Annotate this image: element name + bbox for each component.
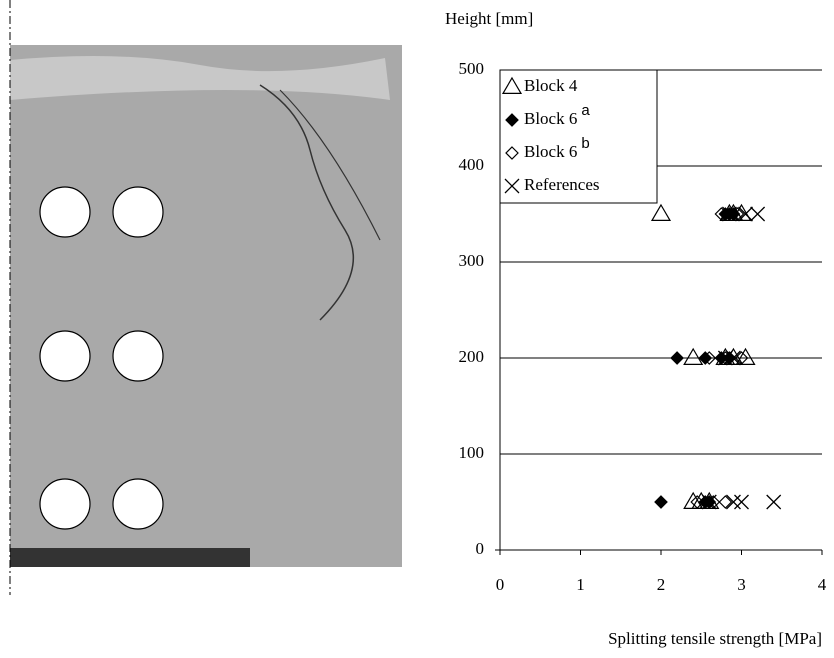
marker-diamond [730, 207, 745, 221]
marker-diamond [734, 351, 749, 365]
legend-label: Block 6 [524, 109, 577, 128]
marker-diamond [718, 495, 733, 509]
x-tick-label: 2 [657, 575, 666, 594]
marker-x [725, 494, 741, 510]
series [690, 207, 749, 509]
marker-x [717, 350, 733, 366]
legend-note: b [581, 135, 589, 152]
legend-label: References [524, 175, 600, 194]
photo-base [10, 548, 250, 567]
hole [112, 330, 164, 382]
marker-diamond [505, 113, 519, 127]
crack [259, 84, 355, 321]
marker-diamond [718, 351, 733, 365]
marker-triangle [501, 76, 523, 94]
marker-diamond [690, 495, 705, 509]
marker-diamond [505, 146, 519, 160]
crack [279, 89, 381, 241]
y-tick-label: 400 [459, 155, 485, 174]
marker-diamond [654, 495, 668, 509]
hole [39, 330, 91, 382]
marker-diamond [698, 351, 713, 365]
marker-diamond [726, 207, 741, 221]
marker-x [734, 494, 749, 510]
marker-triangle [683, 347, 704, 365]
y-axis-label: Height [mm] [445, 9, 533, 28]
legend-label: Block 6 [524, 142, 577, 161]
hole-markers [39, 186, 164, 530]
y-tick-label: 0 [476, 539, 485, 558]
marker-x [738, 206, 753, 222]
y-tick-label: 200 [459, 347, 485, 366]
marker-diamond [714, 207, 729, 221]
marker-triangle [735, 347, 756, 365]
hole [112, 186, 164, 238]
y-tick-label: 300 [459, 251, 485, 270]
x-axis-label: Splitting tensile strength [MPa] [608, 629, 822, 648]
marker-diamond [722, 351, 737, 365]
specimen-photo [9, 0, 402, 595]
x-tick-label: 0 [496, 575, 505, 594]
x-tick-label: 3 [737, 575, 746, 594]
legend-label: Block 4 [524, 76, 578, 95]
marker-x [721, 206, 737, 222]
hole [39, 478, 91, 530]
marker-x [504, 178, 520, 194]
y-tick-label: 500 [459, 59, 485, 78]
series [654, 207, 741, 509]
marker-diamond [702, 351, 717, 365]
legend-box [499, 69, 658, 204]
marker-diamond [706, 495, 721, 509]
photo-background [10, 45, 402, 567]
legend-note: a [581, 102, 590, 119]
marker-x [725, 350, 741, 366]
series [701, 206, 782, 510]
hole [112, 478, 164, 530]
x-tick-label: 1 [576, 575, 585, 594]
marker-x [766, 494, 782, 510]
marker-x [701, 494, 717, 510]
photo-top-edge [10, 56, 390, 100]
marker-x [750, 206, 766, 222]
x-tick-label: 4 [818, 575, 827, 594]
hole [39, 186, 91, 238]
marker-diamond [670, 351, 684, 365]
marker-triangle [650, 203, 672, 221]
y-tick-label: 100 [459, 443, 485, 462]
